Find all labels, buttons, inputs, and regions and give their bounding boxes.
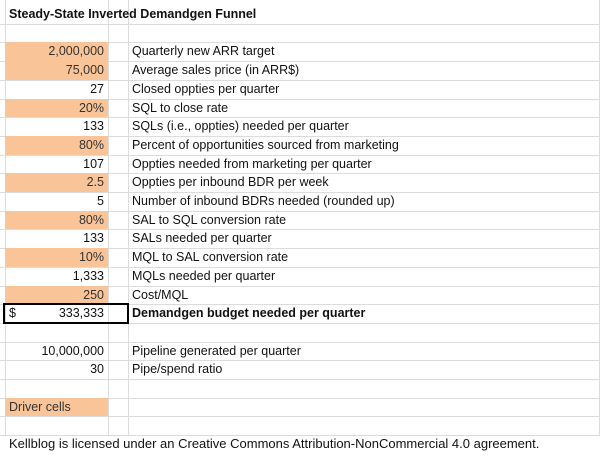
row-line	[0, 229, 600, 231]
row-line	[0, 248, 600, 250]
budget-value: 333,333	[58, 306, 104, 321]
budget-label: Demandgen budget needed per quarter	[132, 306, 366, 321]
currency-cell: $	[9, 306, 16, 321]
label-cell: MQL to SAL conversion rate	[132, 250, 289, 265]
label-cell: SAL to SQL conversion rate	[132, 212, 287, 227]
label-cell: Pipeline generated per quarter	[132, 343, 301, 358]
row-line	[0, 42, 600, 44]
value-cell: 27	[90, 81, 104, 96]
value-cell: 133	[83, 231, 104, 246]
label-cell: Closed oppties per quarter	[132, 81, 280, 96]
label-cell: Cost/MQL	[132, 287, 189, 302]
value-cell: 80%	[5, 135, 108, 155]
value-cell: 30	[90, 362, 104, 377]
row-line	[0, 173, 600, 175]
row-line	[0, 192, 600, 193]
budget-box	[3, 303, 129, 325]
label-cell: Quarterly new ARR target	[132, 44, 275, 59]
legend-cell: Driver cells	[5, 397, 108, 417]
col-line	[108, 0, 109, 436]
row-line	[0, 117, 600, 119]
value-cell: 10,000,000	[41, 343, 104, 358]
footer-note: Kellblog is licensed under an Creative C…	[9, 436, 540, 452]
value-cell: 1,333	[72, 268, 104, 283]
sheet-title: Steady-State Inverted Demandgen Funnel	[9, 7, 257, 21]
value-cell: 10%	[5, 248, 108, 267]
row-line	[0, 23, 600, 25]
row-line	[0, 360, 600, 362]
label-cell: SQL to close rate	[132, 100, 229, 115]
row-line	[0, 285, 600, 287]
row-line	[0, 304, 600, 306]
row-line	[0, 435, 600, 437]
label-cell: SALs needed per quarter	[132, 231, 272, 246]
row-line	[0, 210, 600, 212]
label-cell: Oppties needed from marketing per quarte…	[132, 156, 372, 171]
value-cell: 2,000,000	[5, 42, 108, 62]
value-cell: 107	[83, 156, 104, 171]
label-cell: Average sales price (in ARR$)	[132, 63, 300, 78]
row-line	[0, 341, 600, 343]
row-line	[0, 266, 600, 268]
row-line	[0, 79, 600, 81]
value-cell: 20%	[5, 98, 108, 118]
value-cell: 250	[5, 285, 108, 305]
row-line	[0, 61, 600, 63]
value-cell: 2.5	[5, 173, 108, 192]
row-line	[0, 154, 600, 156]
label-cell: Number of inbound BDRs needed (rounded u…	[132, 194, 395, 208]
row-line	[0, 98, 600, 100]
value-cell: 5	[97, 194, 104, 208]
row-line	[0, 322, 600, 324]
value-cell: 75,000	[5, 61, 108, 80]
col-line	[128, 0, 129, 436]
label-cell: SQLs (i.e., oppties) needed per quarter	[132, 119, 349, 134]
label-cell: Pipe/spend ratio	[132, 362, 223, 377]
row-line	[0, 397, 600, 399]
label-cell: Percent of opportunities sourced from ma…	[132, 137, 399, 152]
row-line	[0, 416, 600, 418]
row-line	[0, 135, 600, 137]
value-cell: 80%	[5, 210, 108, 230]
label-cell: MQLs needed per quarter	[132, 268, 276, 283]
value-cell: 133	[83, 119, 104, 134]
label-cell: Oppties per inbound BDR per week	[132, 175, 329, 190]
row-line	[0, 379, 600, 380]
